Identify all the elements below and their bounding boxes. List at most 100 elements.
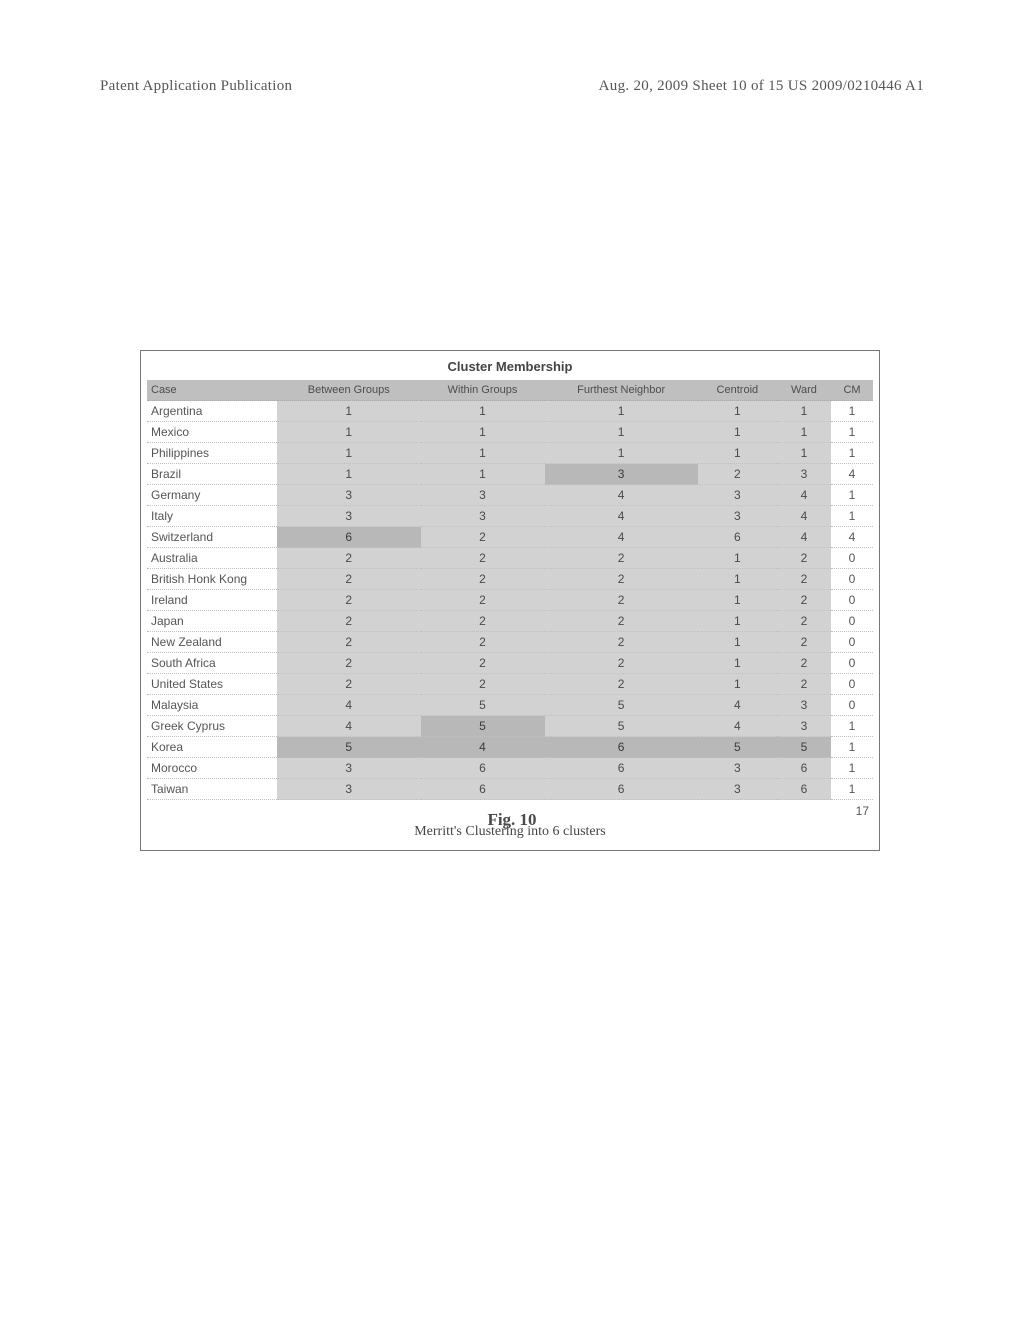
case-cell: Australia bbox=[147, 548, 277, 569]
table-row: South Africa222120 bbox=[147, 653, 873, 674]
ward-cell: 6 bbox=[777, 779, 831, 800]
within-cell: 2 bbox=[421, 674, 545, 695]
furthest-cell: 2 bbox=[545, 674, 698, 695]
cm-cell: 1 bbox=[831, 506, 873, 527]
centroid-cell: 4 bbox=[698, 695, 777, 716]
case-cell: Japan bbox=[147, 611, 277, 632]
furthest-cell: 5 bbox=[545, 716, 698, 737]
table-row: United States222120 bbox=[147, 674, 873, 695]
ward-cell: 2 bbox=[777, 674, 831, 695]
within-cell: 2 bbox=[421, 548, 545, 569]
between-cell: 1 bbox=[277, 464, 421, 485]
case-cell: Malaysia bbox=[147, 695, 277, 716]
case-cell: Taiwan bbox=[147, 779, 277, 800]
centroid-cell: 1 bbox=[698, 590, 777, 611]
table-row: Greek Cyprus455431 bbox=[147, 716, 873, 737]
table-box: Cluster Membership Case Between Groups W… bbox=[140, 350, 880, 851]
ward-cell: 4 bbox=[777, 485, 831, 506]
furthest-cell: 2 bbox=[545, 590, 698, 611]
within-cell: 3 bbox=[421, 485, 545, 506]
table-row: Germany334341 bbox=[147, 485, 873, 506]
between-cell: 2 bbox=[277, 653, 421, 674]
furthest-cell: 1 bbox=[545, 401, 698, 422]
cm-cell: 0 bbox=[831, 674, 873, 695]
table-row: Brazil113234 bbox=[147, 464, 873, 485]
furthest-cell: 6 bbox=[545, 779, 698, 800]
between-cell: 2 bbox=[277, 590, 421, 611]
centroid-cell: 3 bbox=[698, 779, 777, 800]
cm-cell: 0 bbox=[831, 569, 873, 590]
table-row: Ireland222120 bbox=[147, 590, 873, 611]
centroid-cell: 1 bbox=[698, 653, 777, 674]
centroid-cell: 1 bbox=[698, 422, 777, 443]
within-cell: 1 bbox=[421, 422, 545, 443]
cm-cell: 1 bbox=[831, 737, 873, 758]
case-cell: Switzerland bbox=[147, 527, 277, 548]
cm-cell: 0 bbox=[831, 548, 873, 569]
ward-cell: 4 bbox=[777, 506, 831, 527]
case-cell: Ireland bbox=[147, 590, 277, 611]
table-row: Argentina111111 bbox=[147, 401, 873, 422]
centroid-cell: 1 bbox=[698, 611, 777, 632]
case-cell: Morocco bbox=[147, 758, 277, 779]
within-cell: 1 bbox=[421, 401, 545, 422]
furthest-cell: 3 bbox=[545, 464, 698, 485]
centroid-cell: 2 bbox=[698, 464, 777, 485]
ward-cell: 2 bbox=[777, 569, 831, 590]
furthest-cell: 2 bbox=[545, 569, 698, 590]
figure-label: Fig. 10 bbox=[0, 810, 1024, 830]
within-cell: 2 bbox=[421, 632, 545, 653]
centroid-cell: 1 bbox=[698, 674, 777, 695]
within-cell: 6 bbox=[421, 779, 545, 800]
ward-cell: 2 bbox=[777, 590, 831, 611]
case-cell: Greek Cyprus bbox=[147, 716, 277, 737]
ward-cell: 1 bbox=[777, 401, 831, 422]
between-cell: 2 bbox=[277, 548, 421, 569]
between-cell: 1 bbox=[277, 422, 421, 443]
furthest-cell: 4 bbox=[545, 527, 698, 548]
col-between: Between Groups bbox=[277, 380, 421, 401]
case-cell: South Africa bbox=[147, 653, 277, 674]
case-cell: Argentina bbox=[147, 401, 277, 422]
cm-cell: 1 bbox=[831, 758, 873, 779]
between-cell: 3 bbox=[277, 485, 421, 506]
table-body: Argentina111111Mexico111111Philippines11… bbox=[147, 401, 873, 800]
table-head: Case Between Groups Within Groups Furthe… bbox=[147, 380, 873, 401]
within-cell: 6 bbox=[421, 758, 545, 779]
header-right: Aug. 20, 2009 Sheet 10 of 15 US 2009/021… bbox=[599, 78, 924, 95]
table-row: Korea546551 bbox=[147, 737, 873, 758]
furthest-cell: 6 bbox=[545, 737, 698, 758]
ward-cell: 3 bbox=[777, 695, 831, 716]
between-cell: 2 bbox=[277, 611, 421, 632]
cm-cell: 0 bbox=[831, 653, 873, 674]
furthest-cell: 4 bbox=[545, 485, 698, 506]
within-cell: 5 bbox=[421, 695, 545, 716]
col-centroid: Centroid bbox=[698, 380, 777, 401]
ward-cell: 4 bbox=[777, 527, 831, 548]
case-cell: Korea bbox=[147, 737, 277, 758]
within-cell: 3 bbox=[421, 506, 545, 527]
ward-cell: 5 bbox=[777, 737, 831, 758]
furthest-cell: 2 bbox=[545, 611, 698, 632]
between-cell: 4 bbox=[277, 695, 421, 716]
between-cell: 1 bbox=[277, 401, 421, 422]
centroid-cell: 3 bbox=[698, 485, 777, 506]
between-cell: 1 bbox=[277, 443, 421, 464]
cm-cell: 1 bbox=[831, 716, 873, 737]
between-cell: 3 bbox=[277, 779, 421, 800]
furthest-cell: 2 bbox=[545, 653, 698, 674]
ward-cell: 1 bbox=[777, 422, 831, 443]
page-header: Patent Application Publication Aug. 20, … bbox=[100, 78, 924, 95]
ward-cell: 2 bbox=[777, 611, 831, 632]
cm-cell: 0 bbox=[831, 590, 873, 611]
table-head-row: Case Between Groups Within Groups Furthe… bbox=[147, 380, 873, 401]
table-row: Italy334341 bbox=[147, 506, 873, 527]
centroid-cell: 1 bbox=[698, 569, 777, 590]
ward-cell: 1 bbox=[777, 443, 831, 464]
cm-cell: 0 bbox=[831, 695, 873, 716]
col-cm: CM bbox=[831, 380, 873, 401]
between-cell: 2 bbox=[277, 569, 421, 590]
within-cell: 2 bbox=[421, 569, 545, 590]
centroid-cell: 3 bbox=[698, 506, 777, 527]
cm-cell: 1 bbox=[831, 779, 873, 800]
